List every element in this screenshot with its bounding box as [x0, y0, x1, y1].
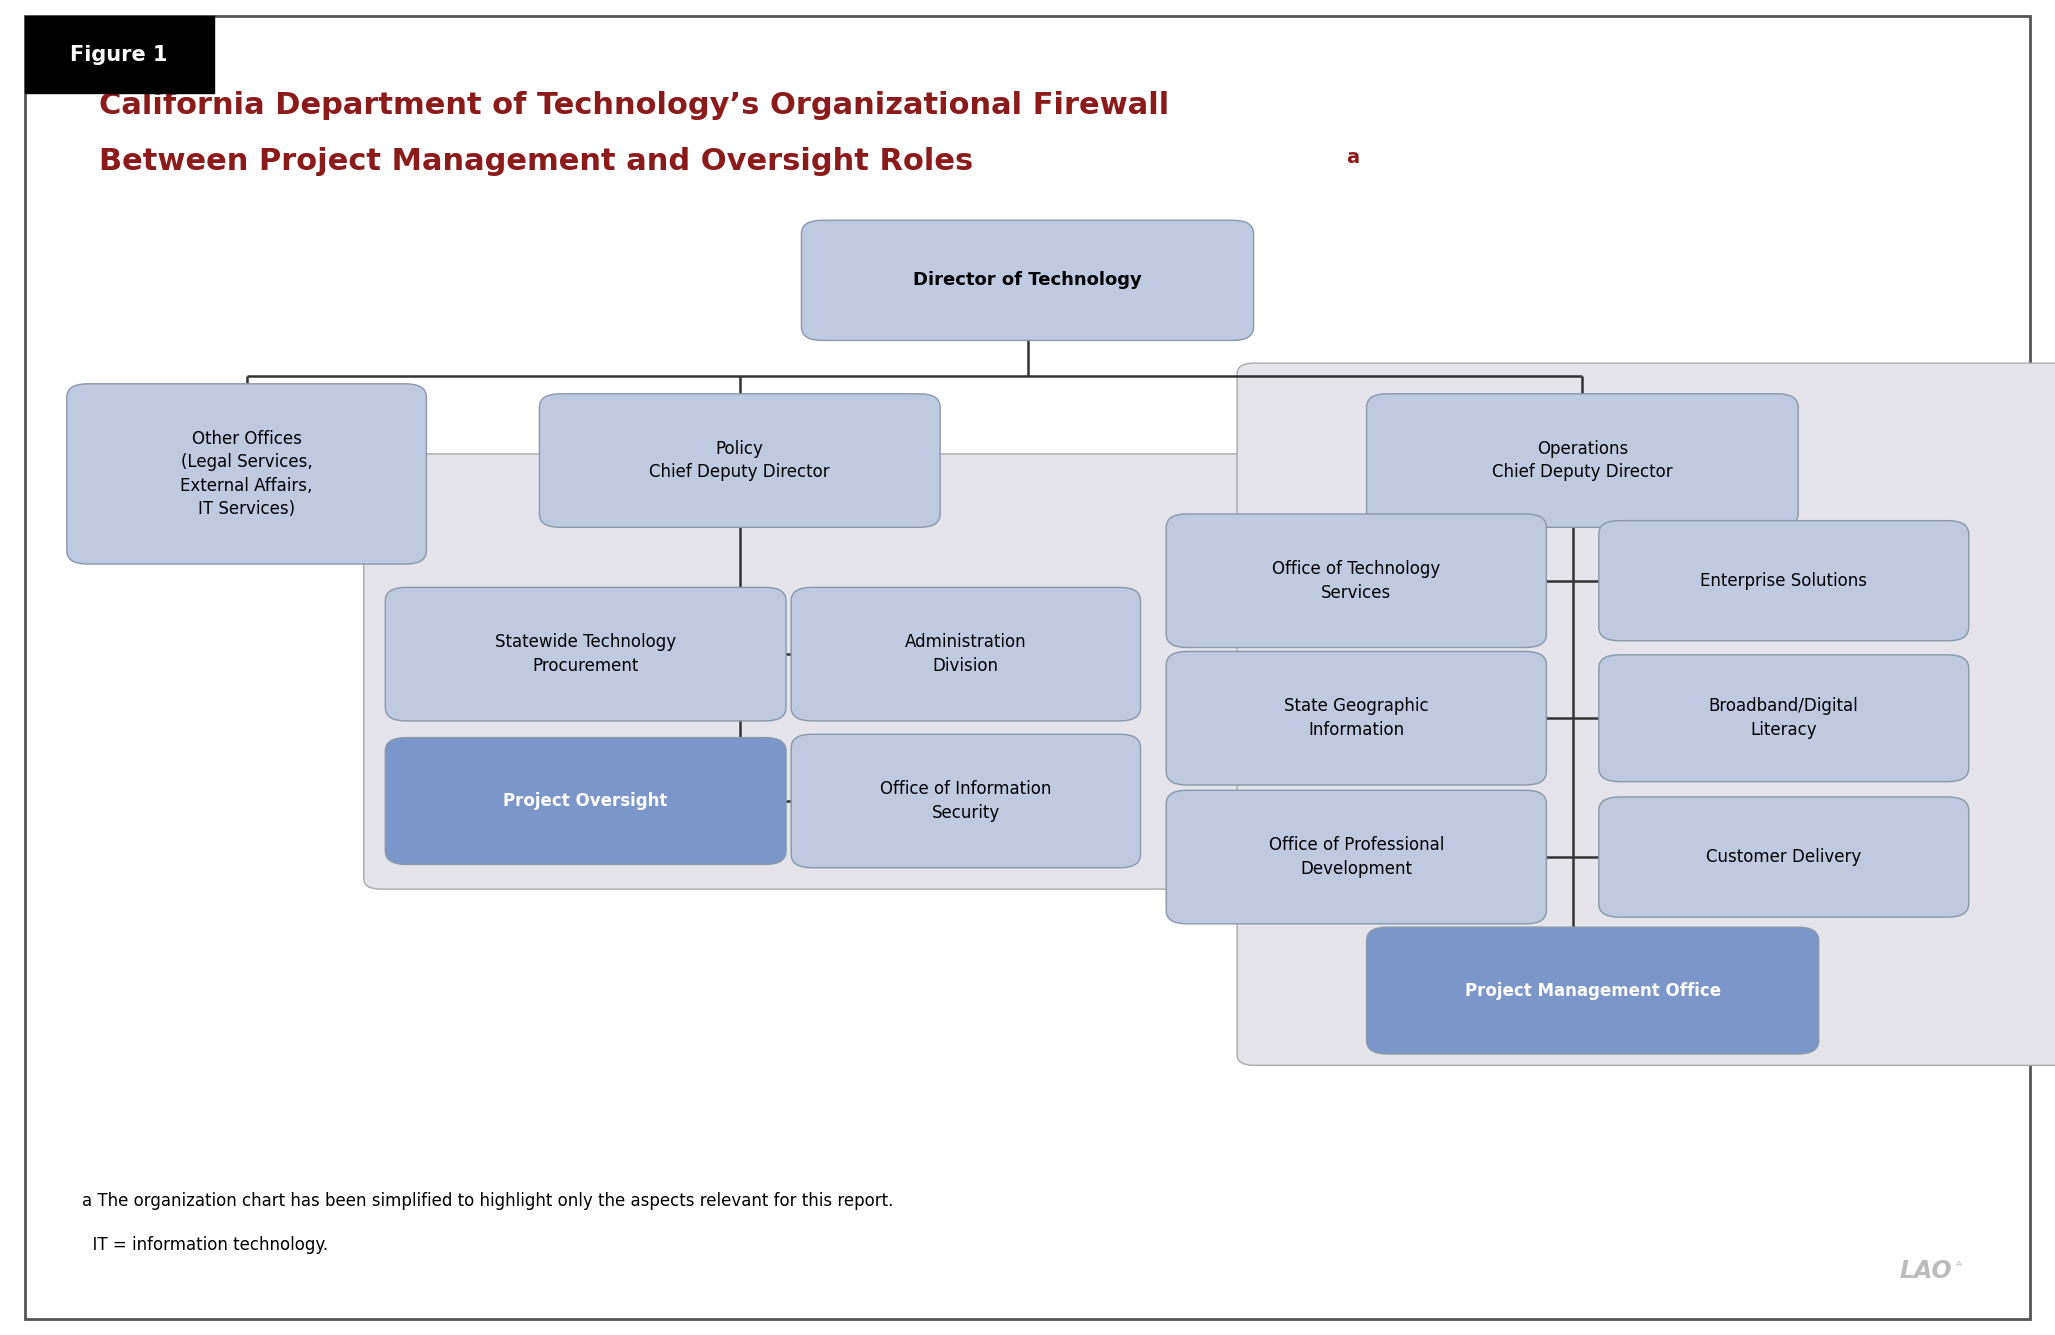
FancyBboxPatch shape: [384, 587, 785, 721]
Text: LAO: LAO: [1899, 1259, 1952, 1283]
Text: Office of Technology
Services: Office of Technology Services: [1272, 559, 1441, 602]
FancyBboxPatch shape: [1599, 797, 1969, 917]
FancyBboxPatch shape: [1167, 651, 1545, 785]
Text: a: a: [1346, 148, 1358, 167]
Text: Other Offices
(Legal Services,
External Affairs,
IT Services): Other Offices (Legal Services, External …: [181, 430, 312, 518]
FancyBboxPatch shape: [1167, 790, 1545, 924]
Text: Customer Delivery: Customer Delivery: [1706, 848, 1862, 866]
FancyBboxPatch shape: [66, 384, 427, 563]
FancyBboxPatch shape: [364, 454, 1342, 889]
Text: Figure 1: Figure 1: [70, 45, 169, 64]
Text: California Department of Technology’s Organizational Firewall: California Department of Technology’s Or…: [99, 91, 1169, 120]
FancyBboxPatch shape: [1367, 394, 1798, 527]
FancyBboxPatch shape: [801, 220, 1254, 340]
FancyBboxPatch shape: [1599, 654, 1969, 781]
FancyBboxPatch shape: [1167, 514, 1545, 647]
Text: Office of Information
Security: Office of Information Security: [880, 780, 1052, 822]
Text: a The organization chart has been simplified to highlight only the aspects relev: a The organization chart has been simpli…: [82, 1192, 894, 1210]
Text: State Geographic
Information: State Geographic Information: [1284, 697, 1428, 740]
Text: Administration
Division: Administration Division: [904, 633, 1028, 676]
FancyBboxPatch shape: [1599, 521, 1969, 641]
FancyBboxPatch shape: [25, 16, 2030, 1319]
Text: Operations
Chief Deputy Director: Operations Chief Deputy Director: [1492, 439, 1673, 482]
FancyBboxPatch shape: [25, 16, 214, 93]
Text: Project Oversight: Project Oversight: [503, 792, 668, 810]
Text: Enterprise Solutions: Enterprise Solutions: [1699, 571, 1868, 590]
Text: Director of Technology: Director of Technology: [912, 271, 1143, 290]
FancyBboxPatch shape: [1367, 926, 1819, 1055]
Text: Policy
Chief Deputy Director: Policy Chief Deputy Director: [649, 439, 830, 482]
Text: Statewide Technology
Procurement: Statewide Technology Procurement: [495, 633, 676, 676]
FancyBboxPatch shape: [791, 587, 1141, 721]
FancyBboxPatch shape: [1237, 363, 2055, 1065]
Text: IT = information technology.: IT = information technology.: [82, 1236, 329, 1254]
Text: Office of Professional
Development: Office of Professional Development: [1268, 836, 1445, 878]
Text: Broadband/Digital
Literacy: Broadband/Digital Literacy: [1710, 697, 1858, 740]
FancyBboxPatch shape: [384, 737, 785, 865]
FancyBboxPatch shape: [791, 734, 1141, 868]
Text: Project Management Office: Project Management Office: [1465, 981, 1720, 1000]
FancyBboxPatch shape: [538, 394, 939, 527]
Text: Between Project Management and Oversight Roles: Between Project Management and Oversight…: [99, 147, 972, 176]
Text: ᴬ: ᴬ: [1956, 1260, 1963, 1274]
